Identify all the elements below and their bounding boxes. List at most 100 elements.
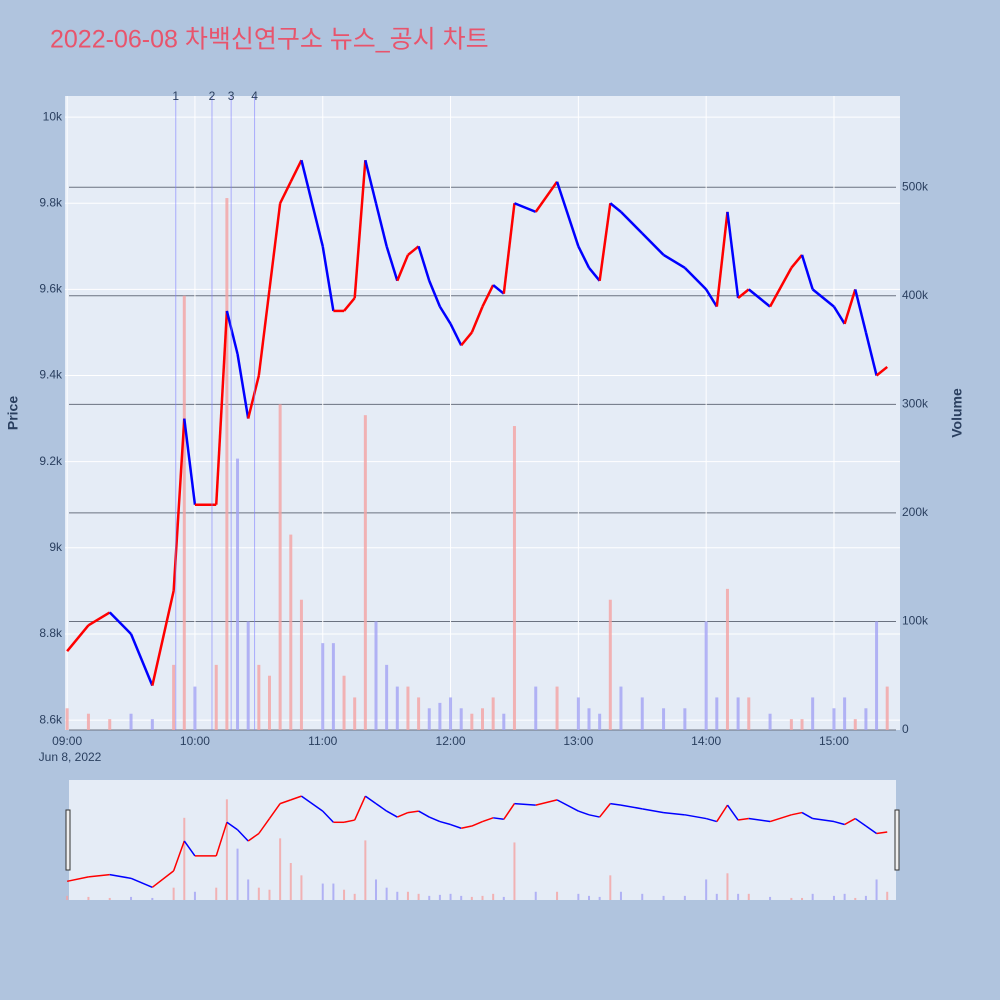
- price-segment: [268, 203, 282, 290]
- volume-bar: [854, 897, 857, 900]
- volume-bar: [406, 686, 410, 730]
- volume-bar: [619, 686, 623, 730]
- news-label: 1: [172, 89, 179, 103]
- range-handle[interactable]: [65, 809, 71, 871]
- price-segment: [225, 310, 239, 355]
- volume-bar: [279, 838, 282, 900]
- price-segment: [801, 811, 814, 820]
- y2-tick-label: 500k: [902, 179, 929, 193]
- volume-bar: [151, 897, 154, 900]
- volume-bar: [556, 891, 559, 900]
- volume-bar: [608, 599, 612, 730]
- price-segment: [716, 804, 729, 822]
- price-segment: [321, 246, 335, 312]
- chart-title: 2022-06-08 차백신연구소 뉴스_공시 차트: [50, 26, 489, 54]
- volume-bar: [588, 895, 591, 900]
- price-segment: [460, 331, 473, 347]
- y2-tick-label: 400k: [902, 288, 929, 302]
- volume-bar: [598, 896, 601, 900]
- volume-bar: [747, 893, 750, 900]
- volume-bar: [289, 863, 292, 900]
- price-segment: [343, 819, 355, 824]
- volume-bar: [885, 686, 889, 730]
- price-segment: [289, 159, 303, 183]
- volume-bar: [641, 893, 644, 900]
- volume-bar: [417, 893, 420, 900]
- volume-bar: [502, 713, 506, 730]
- volume-bar: [737, 893, 740, 900]
- volume-bar: [864, 708, 868, 730]
- price-segment: [183, 418, 197, 505]
- price-segment: [609, 202, 622, 213]
- price-segment: [865, 825, 877, 835]
- price-segment: [151, 870, 175, 888]
- volume-bar: [438, 894, 441, 900]
- volume-bar: [704, 621, 708, 730]
- price-segment: [502, 203, 516, 294]
- volume-bar: [449, 893, 452, 900]
- y2-tick-label: 300k: [902, 396, 929, 410]
- volume-bar: [577, 893, 580, 900]
- y2-tick-label: 100k: [902, 614, 929, 628]
- volume-bar: [481, 708, 484, 730]
- y-tick-label: 9.8k: [39, 195, 63, 209]
- price-segment: [108, 611, 132, 635]
- y-axis-title: Price: [5, 396, 21, 430]
- price-segment: [588, 814, 600, 818]
- x-tick-label: 10:00: [180, 734, 210, 748]
- price-segment: [683, 266, 708, 291]
- price-segment: [343, 297, 356, 312]
- price-segment: [246, 375, 261, 419]
- volume-bar: [214, 664, 218, 730]
- volume-bar: [587, 708, 591, 730]
- price-segment: [172, 840, 185, 872]
- price-segment: [769, 814, 792, 823]
- volume-bar: [619, 891, 622, 900]
- price-segment: [662, 253, 686, 269]
- volume-bar: [193, 686, 197, 730]
- price-segment: [183, 840, 196, 857]
- volume-bar: [683, 708, 687, 730]
- price-segment: [353, 160, 367, 299]
- volume-bar: [715, 697, 719, 730]
- volume-bar: [502, 896, 505, 900]
- range-slider[interactable]: [69, 780, 896, 900]
- range-handle[interactable]: [894, 809, 900, 871]
- price-segment: [481, 284, 495, 308]
- volume-bar: [257, 664, 261, 730]
- volume-bar: [705, 879, 708, 900]
- volume-bar: [331, 643, 335, 730]
- volume-bar: [268, 889, 271, 900]
- price-segment: [875, 365, 889, 377]
- volume-bar: [300, 875, 303, 900]
- price-segment: [364, 795, 377, 805]
- price-segment: [854, 289, 868, 333]
- price-segment: [578, 810, 590, 816]
- volume-bar: [108, 719, 112, 730]
- price-segment: [738, 817, 749, 821]
- volume-bar: [247, 879, 250, 900]
- volume-bar: [769, 896, 772, 900]
- price-segment: [705, 288, 718, 308]
- volume-bar: [236, 848, 239, 900]
- price-segment: [599, 803, 611, 818]
- price-segment: [279, 181, 292, 204]
- price-segment: [854, 817, 867, 827]
- volume-bar: [470, 896, 473, 900]
- price-segment: [726, 211, 740, 299]
- volume-bar: [736, 697, 740, 730]
- y2-tick-label: 200k: [902, 505, 929, 519]
- volume-bar: [417, 697, 421, 730]
- volume-bar: [215, 887, 218, 900]
- x-date-label: Jun 8, 2022: [39, 750, 102, 764]
- x-tick-label: 09:00: [52, 734, 82, 748]
- volume-bar: [470, 713, 474, 730]
- price-segment: [588, 267, 601, 282]
- volume-bar: [374, 879, 377, 900]
- volume-bar: [364, 840, 367, 900]
- price-segment: [300, 159, 324, 247]
- price-segment: [109, 873, 132, 880]
- price-segment: [790, 254, 803, 269]
- volume-bar: [790, 897, 793, 900]
- price-segment: [322, 810, 334, 823]
